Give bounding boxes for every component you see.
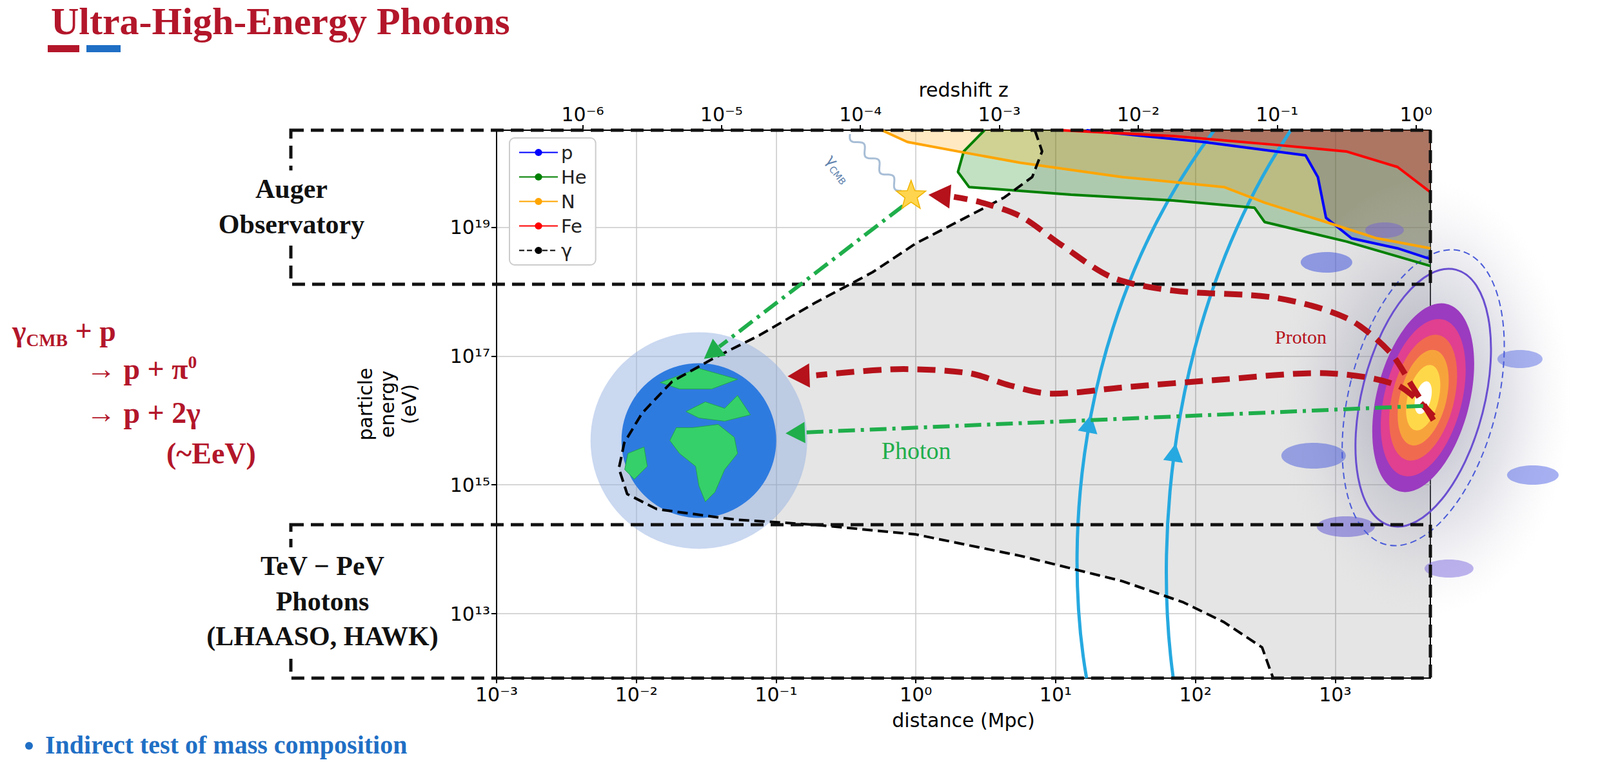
svg-text:10⁻³: 10⁻³ [978, 103, 1021, 126]
html-text:CMB: CMB [826, 164, 848, 187]
svg-text:10⁻³: 10⁻³ [475, 683, 518, 707]
svg-text:10¹⁹: 10¹⁹ [450, 216, 491, 239]
html-text:→ p + 2γ: → p + 2γ [86, 396, 201, 430]
svg-text:10⁰: 10⁰ [1400, 103, 1433, 126]
svg-text:distance (Mpc): distance (Mpc) [891, 709, 1035, 732]
svg-text:10⁻¹: 10⁻¹ [1255, 103, 1299, 126]
svg-text:10⁰: 10⁰ [899, 683, 932, 707]
svg-text:He: He [561, 166, 587, 189]
svg-text:particle: particle [354, 367, 377, 441]
svg-text:10⁻²: 10⁻² [615, 683, 658, 707]
html-text:Indirect test of mass composit: Indirect test of mass composition [45, 730, 408, 760]
html-text:→ p + π0: → p + π0 [86, 352, 197, 386]
html-text:TeV − PeV: TeV − PeV [260, 551, 385, 582]
html-text:(~EeV): (~EeV) [166, 437, 256, 471]
svg-text:Fe: Fe [561, 215, 583, 238]
svg-text:10³: 10³ [1318, 683, 1352, 707]
svg-text:(eV): (eV) [397, 384, 421, 425]
svg-text:Photon: Photon [881, 437, 952, 465]
svg-text:10¹: 10¹ [1039, 683, 1072, 707]
html-text:Ultra-High-Energy Photons: Ultra-High-Energy Photons [50, 0, 510, 43]
svg-text:10⁻¹: 10⁻¹ [754, 683, 798, 707]
html-text:Auger: Auger [255, 174, 328, 205]
svg-text:10¹³: 10¹³ [450, 602, 491, 626]
svg-text:10¹⁵: 10¹⁵ [450, 474, 491, 497]
svg-text:Proton: Proton [1274, 326, 1327, 348]
svg-text:energy: energy [375, 370, 399, 439]
svg-text:redshift z: redshift z [918, 78, 1008, 102]
svg-text:p: p [561, 141, 573, 164]
svg-text:10⁻⁶: 10⁻⁶ [561, 103, 604, 126]
svg-text:10⁻⁴: 10⁻⁴ [839, 103, 882, 126]
html-text:(LHAASO, HAWK): (LHAASO, HAWK) [206, 621, 439, 652]
html-text:Photons: Photons [275, 586, 370, 617]
html-text:γCMB+ p: γCMB+ p [12, 314, 116, 351]
svg-text:10⁻²: 10⁻² [1116, 103, 1160, 126]
svg-text:10⁻⁵: 10⁻⁵ [700, 103, 743, 126]
svg-text:10¹⁷: 10¹⁷ [450, 345, 491, 368]
svg-text:γ: γ [561, 239, 573, 262]
svg-text:N: N [561, 190, 576, 213]
html-text:Observatory: Observatory [218, 209, 365, 240]
svg-text:10²: 10² [1179, 683, 1212, 707]
html-text:γ: γ [821, 151, 842, 170]
